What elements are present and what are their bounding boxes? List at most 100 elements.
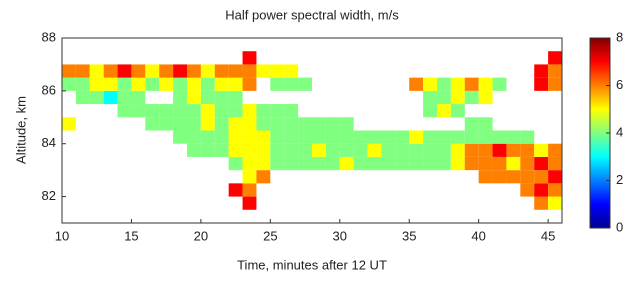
cell: [548, 64, 562, 77]
cell: [409, 131, 423, 144]
cell: [451, 157, 465, 170]
cell: [131, 78, 145, 91]
cell: [548, 144, 562, 157]
cell: [312, 131, 326, 144]
cell: [437, 78, 451, 91]
cell: [284, 64, 298, 77]
cell: [534, 157, 548, 170]
cell: [354, 157, 368, 170]
cell: [270, 117, 284, 130]
y-tick-label: 86: [42, 82, 56, 97]
cell: [534, 64, 548, 77]
cell: [451, 91, 465, 104]
cell: [326, 131, 340, 144]
cell: [187, 131, 201, 144]
cell: [368, 131, 382, 144]
cell: [131, 64, 145, 77]
cell: [340, 117, 354, 130]
cell: [368, 157, 382, 170]
x-tick-label: 35: [402, 228, 416, 243]
cell: [187, 117, 201, 130]
cell: [76, 91, 90, 104]
cell: [256, 64, 270, 77]
cell: [340, 157, 354, 170]
cell: [215, 144, 229, 157]
cell: [437, 157, 451, 170]
y-tick-label: 82: [42, 188, 56, 203]
cell: [62, 64, 76, 77]
cell: [548, 197, 562, 210]
cell: [229, 104, 243, 117]
y-axis-label: Altitude, km: [13, 96, 28, 164]
cell: [187, 104, 201, 117]
cell: [145, 78, 159, 91]
cell: [479, 157, 493, 170]
cell: [423, 157, 437, 170]
cell: [381, 157, 395, 170]
cell: [298, 117, 312, 130]
cell: [201, 144, 215, 157]
cell: [493, 144, 507, 157]
cell: [173, 117, 187, 130]
cell: [201, 64, 215, 77]
x-tick-label: 45: [541, 228, 555, 243]
cell: [423, 78, 437, 91]
cell: [173, 104, 187, 117]
cell: [479, 170, 493, 183]
cell: [340, 144, 354, 157]
cell: [131, 91, 145, 104]
cell: [173, 91, 187, 104]
cell: [520, 170, 534, 183]
cell: [534, 197, 548, 210]
cell: [520, 131, 534, 144]
cell: [243, 197, 257, 210]
cell: [451, 104, 465, 117]
cell: [284, 157, 298, 170]
cell: [243, 64, 257, 77]
cell: [215, 78, 229, 91]
cell: [104, 78, 118, 91]
cell: [493, 78, 507, 91]
cell: [270, 157, 284, 170]
cell: [354, 144, 368, 157]
cell: [534, 183, 548, 196]
x-tick-label: 25: [263, 228, 277, 243]
cell: [201, 91, 215, 104]
cell: [437, 91, 451, 104]
cell: [395, 144, 409, 157]
cell: [118, 64, 132, 77]
cell: [520, 157, 534, 170]
cell: [493, 131, 507, 144]
cell: [298, 144, 312, 157]
cell: [284, 78, 298, 91]
cell: [465, 131, 479, 144]
y-tick-label: 84: [42, 135, 56, 150]
cell: [465, 157, 479, 170]
cell: [465, 78, 479, 91]
cell: [423, 144, 437, 157]
cell: [506, 131, 520, 144]
colorbar-tick-label: 4: [616, 124, 623, 139]
cell: [479, 131, 493, 144]
cell: [312, 117, 326, 130]
colorbar-tick-label: 6: [616, 77, 623, 92]
cell: [423, 104, 437, 117]
cell: [270, 104, 284, 117]
cell: [284, 131, 298, 144]
cell: [243, 78, 257, 91]
cell: [270, 144, 284, 157]
cell: [312, 144, 326, 157]
cell: [270, 64, 284, 77]
cell: [534, 78, 548, 91]
cell: [159, 78, 173, 91]
x-tick-label: 40: [471, 228, 485, 243]
cell: [201, 131, 215, 144]
cell: [548, 157, 562, 170]
cell: [548, 183, 562, 196]
cell: [229, 183, 243, 196]
cell: [479, 91, 493, 104]
cell: [243, 144, 257, 157]
cell: [62, 78, 76, 91]
cell: [479, 144, 493, 157]
cell: [159, 117, 173, 130]
